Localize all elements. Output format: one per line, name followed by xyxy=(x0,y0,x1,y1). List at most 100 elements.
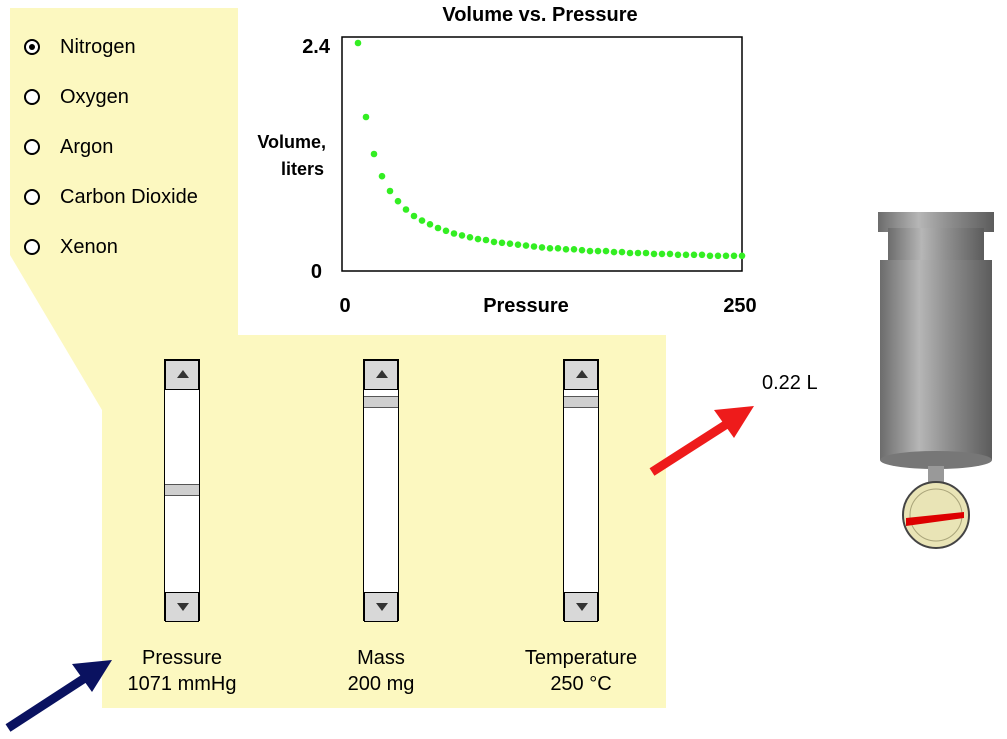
pressure-up-arrow-button[interactable] xyxy=(165,360,199,390)
data-point xyxy=(402,206,410,213)
data-point xyxy=(458,232,466,239)
data-point xyxy=(554,245,562,252)
temperature-slider-thumb[interactable] xyxy=(564,395,598,408)
data-point xyxy=(354,39,362,47)
data-point xyxy=(434,224,442,232)
y-axis-label-line2: liters xyxy=(281,159,324,179)
data-point xyxy=(618,248,626,256)
data-point xyxy=(730,252,738,260)
data-point xyxy=(650,250,658,258)
pressure-readout: Pressure 1071 mmHg xyxy=(82,645,282,697)
radio-circle-icon xyxy=(24,139,40,155)
y-axis-label-line1: Volume, xyxy=(257,132,326,152)
y-tick-label-min: 0 xyxy=(311,261,322,283)
radio-nitrogen[interactable]: Nitrogen xyxy=(24,22,198,72)
pressure-label: Pressure xyxy=(141,647,223,669)
pressure-gauge-icon xyxy=(902,481,970,549)
radio-label: Nitrogen xyxy=(60,35,136,58)
mass-readout: Mass 200 mg xyxy=(281,645,481,697)
temperature-readout: Temperature 250 °C xyxy=(481,645,681,697)
radio-circle-icon xyxy=(24,239,40,255)
output-arrow-icon xyxy=(649,406,754,476)
data-point xyxy=(530,243,538,250)
x-axis-label: Pressure xyxy=(483,295,569,317)
plot-frame xyxy=(341,36,743,272)
data-point xyxy=(698,251,706,259)
data-point xyxy=(482,236,490,244)
data-point xyxy=(498,239,506,247)
data-point xyxy=(682,251,690,259)
data-point xyxy=(386,187,394,195)
radio-argon[interactable]: Argon xyxy=(24,122,198,172)
temperature-slider[interactable] xyxy=(563,359,599,622)
pressure-down-arrow-button[interactable] xyxy=(165,592,199,622)
x-tick-label-max: 250 xyxy=(723,295,756,317)
pressure-slider-thumb[interactable] xyxy=(165,483,199,496)
radio-carbon-dioxide[interactable]: Carbon Dioxide xyxy=(24,172,198,222)
mass-slider-thumb[interactable] xyxy=(364,395,398,408)
temperature-down-arrow-button[interactable] xyxy=(564,592,598,622)
data-point xyxy=(418,217,426,224)
input-arrow-icon xyxy=(5,660,112,732)
data-point xyxy=(506,240,514,247)
mass-value: 200 mg xyxy=(347,673,415,695)
data-point xyxy=(642,249,650,257)
data-point xyxy=(546,245,554,252)
data-point xyxy=(562,246,570,253)
data-point xyxy=(410,212,418,220)
gas-selector: Nitrogen Oxygen Argon Carbon Dioxide Xen… xyxy=(24,22,198,272)
radio-xenon[interactable]: Xenon xyxy=(24,222,198,272)
data-point xyxy=(466,234,474,241)
data-point xyxy=(658,250,666,258)
data-point xyxy=(426,221,434,228)
data-point xyxy=(514,241,522,248)
data-point xyxy=(626,249,634,257)
data-point xyxy=(394,197,402,205)
temperature-label: Temperature xyxy=(524,647,638,669)
data-point xyxy=(370,150,378,158)
mass-slider[interactable] xyxy=(363,359,399,622)
radio-label: Oxygen xyxy=(60,85,129,108)
radio-circle-icon xyxy=(24,39,40,55)
mass-up-arrow-button[interactable] xyxy=(364,360,398,390)
temperature-value: 250 °C xyxy=(550,673,612,695)
data-point xyxy=(538,244,546,251)
x-tick-label-min: 0 xyxy=(339,295,350,317)
data-point xyxy=(490,238,498,246)
volume-readout: 0.22 L xyxy=(762,372,818,394)
data-point xyxy=(474,235,482,243)
chart-title: Volume vs. Pressure xyxy=(442,4,638,26)
data-point xyxy=(690,251,698,259)
data-point xyxy=(570,246,578,253)
data-point xyxy=(610,248,618,256)
data-point xyxy=(522,242,530,249)
data-point xyxy=(706,252,714,260)
data-point xyxy=(634,249,642,257)
radio-circle-icon xyxy=(24,89,40,105)
data-point xyxy=(602,247,610,255)
data-point xyxy=(586,247,594,255)
data-point xyxy=(714,252,722,260)
radio-label: Xenon xyxy=(60,235,118,258)
data-points xyxy=(354,39,746,260)
data-point xyxy=(666,250,674,258)
mass-down-arrow-button[interactable] xyxy=(364,592,398,622)
data-point xyxy=(738,252,746,260)
y-tick-label-max: 2.4 xyxy=(302,36,331,58)
temperature-up-arrow-button[interactable] xyxy=(564,360,598,390)
data-point xyxy=(450,230,458,237)
data-point xyxy=(722,252,730,260)
radio-circle-icon xyxy=(24,189,40,205)
data-point xyxy=(442,227,450,235)
radio-label: Argon xyxy=(60,135,114,158)
pressure-slider[interactable] xyxy=(164,359,200,622)
data-point xyxy=(674,251,682,259)
pressure-value: 1071 mmHg xyxy=(127,673,237,695)
mass-label: Mass xyxy=(357,647,405,669)
data-point xyxy=(362,113,370,121)
radio-oxygen[interactable]: Oxygen xyxy=(24,72,198,122)
data-point xyxy=(378,172,386,180)
gas-cylinder-icon xyxy=(878,212,994,484)
